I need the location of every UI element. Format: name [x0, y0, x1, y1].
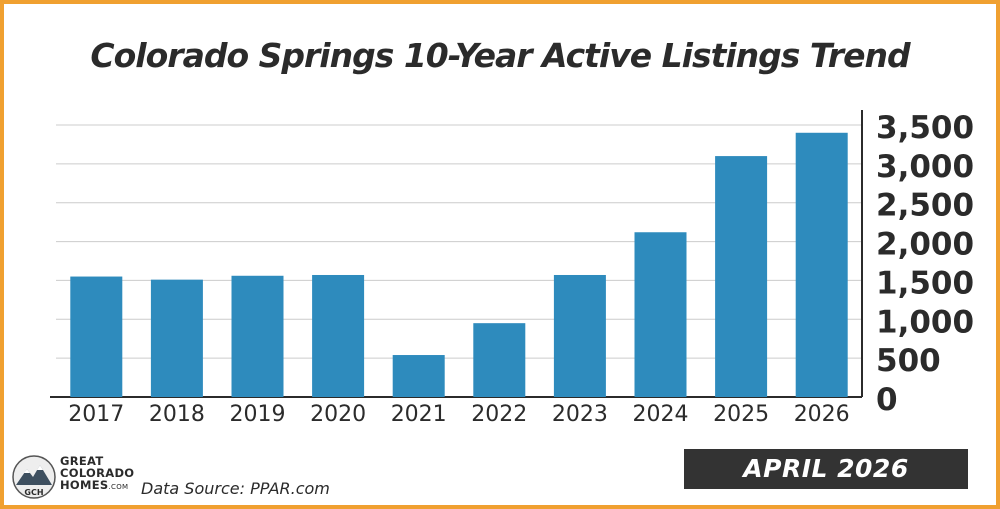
x-tick-label: 2020 — [310, 402, 366, 427]
y-tick-label: 2,500 — [876, 188, 974, 224]
x-tick-label: 2026 — [794, 402, 850, 427]
date-badge: APRIL 2026 — [684, 449, 968, 489]
x-tick-label: 2022 — [471, 402, 527, 427]
data-source: Data Source: PPAR.com — [141, 479, 330, 498]
x-tick-label: 2021 — [391, 402, 447, 427]
great-colorado-homes-logo: GCH GREAT COLORADO HOMES.COM — [12, 455, 152, 501]
y-tick-label: 1,500 — [876, 265, 974, 301]
logo-line-homes: HOMES.COM — [60, 478, 129, 492]
x-tick-label: 2018 — [149, 402, 205, 427]
bar-2019 — [231, 275, 284, 397]
mountain-logo-icon: GCH — [12, 455, 56, 499]
svg-text:GCH: GCH — [24, 488, 43, 497]
bar-2022 — [473, 323, 526, 397]
x-tick-label: 2024 — [633, 402, 689, 427]
bar-2023 — [553, 274, 606, 397]
x-tick-label: 2025 — [713, 402, 769, 427]
bar-2024 — [634, 232, 687, 397]
bar-2026 — [795, 132, 848, 397]
logo-wordmark: GREAT COLORADO HOMES.COM — [60, 455, 134, 493]
y-tick-label: 3,000 — [876, 149, 974, 185]
logo-line-colorado: COLORADO — [60, 466, 135, 480]
y-tick-label: 0 — [876, 382, 898, 418]
x-tick-label: 2023 — [552, 402, 608, 427]
y-tick-label: 500 — [876, 343, 941, 379]
y-tick-label: 3,500 — [876, 110, 974, 146]
y-tick-label: 1,000 — [876, 304, 974, 340]
logo-line-great: GREAT — [60, 454, 104, 468]
bar-2017 — [70, 276, 123, 397]
bar-2018 — [150, 279, 203, 397]
y-tick-label: 2,000 — [876, 227, 974, 263]
x-tick-label: 2019 — [230, 402, 286, 427]
bar-2025 — [715, 156, 768, 397]
chart-title: Colorado Springs 10-Year Active Listings… — [90, 36, 910, 75]
bar-2021 — [392, 355, 445, 397]
bar-2020 — [312, 274, 365, 397]
x-tick-label: 2017 — [68, 402, 124, 427]
